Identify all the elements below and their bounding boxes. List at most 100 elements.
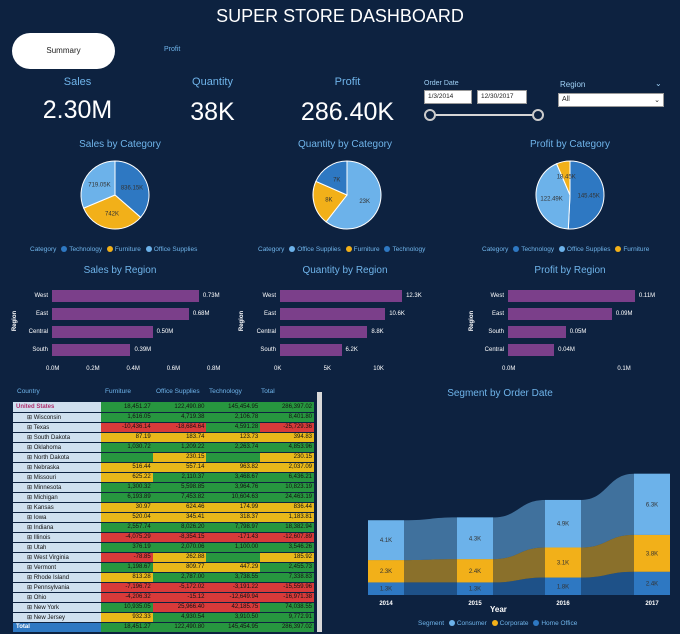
table-row[interactable]: ⊞ Illinois -4,075.29 -8,354.15 -171.43 -12,6… <box>13 532 314 543</box>
row-label[interactable]: ⊞ South Dakota <box>13 432 101 443</box>
table-row[interactable]: ⊞ West Virginia -78.85 262.88 185.92 <box>13 552 314 563</box>
region-select[interactable]: All ⌄ <box>558 93 664 107</box>
table-row[interactable]: ⊞ Kansas 30.97 624.46 174.99 836.44 <box>13 502 314 513</box>
row-label[interactable]: ⊞ Rhode Island <box>13 572 101 583</box>
area-segment-consumer[interactable] <box>634 473 670 535</box>
area-band-home-office[interactable] <box>368 571 670 595</box>
bar-south[interactable] <box>280 344 342 356</box>
area-segment-corporate[interactable] <box>634 534 670 572</box>
col-total[interactable]: Total <box>261 388 275 395</box>
row-label[interactable]: United States <box>13 402 101 413</box>
area-segment-home-office[interactable] <box>457 582 493 595</box>
row-label[interactable]: ⊞ Missouri <box>13 472 101 483</box>
table-row[interactable]: ⊞ Minnesota 1,300.32 5,598.85 3,964.76 10,82… <box>13 482 314 493</box>
date-to-input[interactable]: 12/30/2017 <box>477 90 527 104</box>
table-row[interactable]: ⊞ Pennsylvania -7,196.72 -5,172.02 -3,191.2… <box>13 582 314 593</box>
table-row[interactable]: ⊞ Rhode Island 813.28 2,787.00 3,738.55 7,33… <box>13 572 314 583</box>
date-slider-start-handle[interactable] <box>424 109 436 121</box>
row-label[interactable]: ⊞ Indiana <box>13 522 101 533</box>
pie-slice-technology[interactable] <box>114 160 150 219</box>
area-segment-home-office[interactable] <box>368 582 404 595</box>
row-label[interactable]: Total <box>13 622 101 633</box>
bar-east[interactable] <box>52 308 189 320</box>
row-label[interactable]: ⊞ Ohio <box>13 592 101 603</box>
bar-central[interactable] <box>52 326 153 338</box>
table-row[interactable]: ⊞ Oklahoma 1,030.72 1,209.22 2,263.74 4,853.… <box>13 442 314 453</box>
area-band-corporate[interactable] <box>368 534 670 583</box>
pie-slice-office-supplies[interactable] <box>535 163 571 230</box>
table-row[interactable]: ⊞ Utah 376.19 2,070.06 1,100.00 3,546.26 <box>13 542 314 553</box>
table-row[interactable]: ⊞ Indiana 2,557.74 8,026.20 7,798.97 18,382.… <box>13 522 314 533</box>
row-label[interactable]: ⊞ Minnesota <box>13 482 101 493</box>
col-furniture[interactable]: Furniture <box>105 388 132 395</box>
row-label[interactable]: ⊞ Illinois <box>13 532 101 543</box>
row-label[interactable]: ⊞ Kansas <box>13 502 101 513</box>
tab-profit[interactable]: Profit <box>164 46 181 53</box>
pie-slice-office-supplies[interactable] <box>80 160 116 209</box>
area-segment-consumer[interactable] <box>368 520 404 561</box>
row-label[interactable]: ⊞ Iowa <box>13 512 101 523</box>
matrix-cell: 2,106.78 <box>206 412 261 423</box>
pie-slice-office-supplies[interactable] <box>325 160 382 230</box>
area-segment-corporate[interactable] <box>457 559 493 583</box>
area-segment-consumer[interactable] <box>457 517 493 560</box>
bar-east[interactable] <box>508 308 612 320</box>
bar-south[interactable] <box>52 344 131 356</box>
row-label[interactable]: ⊞ West Virginia <box>13 552 101 563</box>
row-label[interactable]: ⊞ Nebraska <box>13 462 101 473</box>
table-row[interactable]: Total 18,451.27 122,490.80 145,454.95 286,39… <box>13 622 314 633</box>
row-label[interactable]: ⊞ Vermont <box>13 562 101 573</box>
bar-central[interactable] <box>508 344 555 356</box>
table-row[interactable]: ⊞ Ohio -4,206.32 -15.12 -12,649.94 -16,971.3… <box>13 592 314 603</box>
col-technology[interactable]: Technology <box>209 388 242 395</box>
bar-west[interactable] <box>280 290 403 302</box>
table-row[interactable]: ⊞ New York 10,935.05 25,966.40 42,185.75 74,… <box>13 602 314 613</box>
bar-south[interactable] <box>508 326 566 338</box>
table-row[interactable]: ⊞ Vermont 1,198.67 809.77 447.29 2,455.73 <box>13 562 314 573</box>
bar-central[interactable] <box>280 326 368 338</box>
row-label[interactable]: ⊞ Wisconsin <box>13 412 101 423</box>
pie-slice-technology[interactable] <box>315 160 348 196</box>
row-label[interactable]: ⊞ Michigan <box>13 492 101 503</box>
area-band-consumer[interactable] <box>368 473 670 561</box>
date-from-input[interactable]: 1/3/2014 <box>424 90 472 104</box>
col-country[interactable]: Country <box>17 388 40 395</box>
col-office-supplies[interactable]: Office Supplies <box>156 388 200 395</box>
bar-east[interactable] <box>280 308 386 320</box>
row-label[interactable]: ⊞ New York <box>13 602 101 613</box>
table-row[interactable]: ⊞ Wisconsin 1,616.05 4,719.38 2,106.78 8,401… <box>13 412 314 423</box>
row-label[interactable]: ⊞ North Dakota <box>13 452 101 463</box>
pie-slice-technology[interactable] <box>567 160 605 230</box>
table-row[interactable]: ⊞ North Dakota 230.15 230.15 <box>13 452 314 463</box>
area-segment-corporate[interactable] <box>545 547 581 578</box>
row-label[interactable]: ⊞ Pennsylvania <box>13 582 101 593</box>
pie-slice-furniture[interactable] <box>555 160 571 196</box>
table-row[interactable]: ⊞ Michigan 6,193.89 7,453.82 10,604.63 24,46… <box>13 492 314 503</box>
matrix-cell: -171.43 <box>206 532 261 543</box>
table-row[interactable]: ⊞ New Jersey 932.33 4,930.54 3,910.50 9,772.… <box>13 612 314 623</box>
area-segment-home-office[interactable] <box>634 571 670 595</box>
table-row[interactable]: ⊞ Nebraska 516.44 557.14 963.82 2,037.09 <box>13 462 314 473</box>
row-label[interactable]: ⊞ Oklahoma <box>13 442 101 453</box>
row-label[interactable]: ⊞ Utah <box>13 542 101 553</box>
table-row[interactable]: ⊞ South Dakota 87.19 183.74 123.73 394.83 <box>13 432 314 443</box>
row-label[interactable]: ⊞ Texas <box>13 422 101 433</box>
date-slider-track[interactable] <box>430 114 538 116</box>
bar-west[interactable] <box>508 290 635 302</box>
table-row[interactable]: United States 18,451.27 122,490.80 145,454.… <box>13 402 314 413</box>
row-label[interactable]: ⊞ New Jersey <box>13 612 101 623</box>
area-segment-consumer[interactable] <box>545 499 581 548</box>
matrix-scrollbar[interactable] <box>317 392 322 632</box>
pie-slice-furniture[interactable] <box>82 194 142 230</box>
bar-value-label: 0.04M <box>558 347 575 353</box>
matrix-cell: 10,604.63 <box>206 492 261 503</box>
area-segment-home-office[interactable] <box>545 577 581 595</box>
bar-west[interactable] <box>52 290 199 302</box>
tab-summary[interactable]: Summary <box>12 33 115 69</box>
area-segment-corporate[interactable] <box>368 560 404 583</box>
table-row[interactable]: ⊞ Texas -10,436.14 -18,684.64 4,591.28 -25,7… <box>13 422 314 433</box>
chevron-down-icon[interactable]: ⌄ <box>655 79 662 88</box>
date-slider-end-handle[interactable] <box>532 109 544 121</box>
table-row[interactable]: ⊞ Iowa 520.04 345.41 318.37 1,183.81 <box>13 512 314 523</box>
table-row[interactable]: ⊞ Missouri 625.22 2,110.37 3,468.67 6,436.21 <box>13 472 314 483</box>
